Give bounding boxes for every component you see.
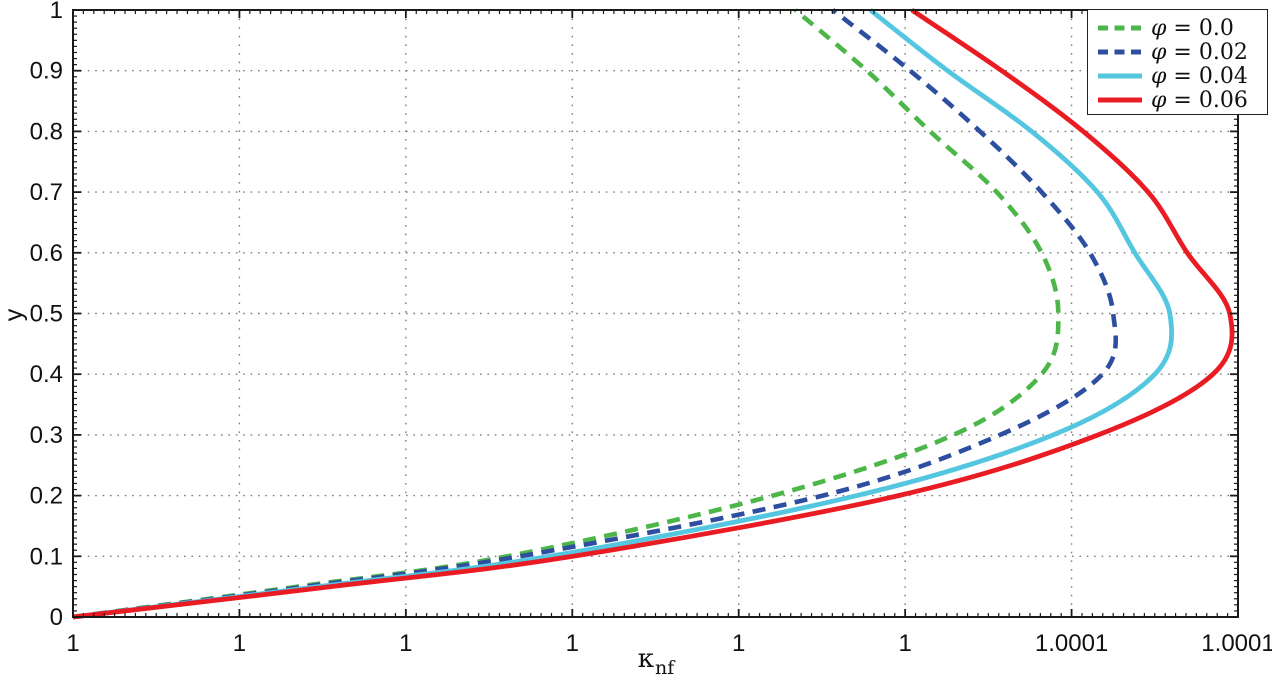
- y-tick-label: 0.1: [30, 543, 63, 570]
- curves: [72, 8, 1235, 620]
- curve-phi-3: [72, 8, 1235, 620]
- legend: φ = 0.0 φ = 0.02 φ = 0.04 φ = 0.06: [1087, 9, 1268, 115]
- y-tick-label: 0.3: [30, 422, 63, 449]
- x-tick-label: 1.0001: [1201, 630, 1272, 657]
- y-tick-label: 0.9: [30, 58, 63, 85]
- legend-item-phi-0.0: φ = 0.0: [1097, 15, 1261, 41]
- x-tick-label: 1: [233, 630, 246, 657]
- x-tick-label: 1.0001: [1035, 630, 1108, 657]
- y-tick-label: 0.6: [30, 240, 63, 267]
- legend-line-icon: [1098, 49, 1142, 55]
- x-axis-label: κnf: [73, 644, 1238, 679]
- kappa-subscript: nf: [654, 657, 675, 679]
- legend-item-label: φ = 0.0: [1151, 15, 1234, 41]
- legend-line-icon: [1098, 25, 1142, 31]
- y-axis-label: y: [0, 308, 28, 322]
- y-tick-label: 1: [50, 0, 63, 24]
- tick-labels: 1 1 1 1 1 1 1.0001 1.0001 0 0.1 0.2 0.3 0.4 0.5 0.6 0.7…: [30, 0, 1272, 657]
- legend-item-phi-0.04: φ = 0.04: [1097, 63, 1261, 89]
- y-tick-label: 0.7: [30, 179, 63, 206]
- x-tick-label: 1: [898, 630, 911, 657]
- x-tick-label: 1: [66, 630, 79, 657]
- y-tick-label: 0.2: [30, 483, 63, 510]
- y-tick-label: 0: [50, 604, 63, 631]
- legend-item-label: φ = 0.04: [1151, 63, 1248, 89]
- legend-line-icon: [1098, 73, 1142, 79]
- legend-item-label: φ = 0.06: [1151, 87, 1248, 113]
- legend-item-phi-0.02: φ = 0.02: [1097, 39, 1261, 65]
- curve-phi-0: [72, 8, 1061, 620]
- x-tick-label: 1: [732, 630, 745, 657]
- y-tick-label: 0.5: [30, 301, 63, 328]
- kappa-symbol: κ: [637, 644, 654, 674]
- legend-item-phi-0.06: φ = 0.06: [1097, 87, 1261, 113]
- x-tick-label: 1: [399, 630, 412, 657]
- x-tick-label: 1: [566, 630, 579, 657]
- legend-line-icon: [1098, 97, 1142, 103]
- y-tick-label: 0.4: [30, 361, 63, 388]
- y-tick-label: 0.8: [30, 118, 63, 145]
- legend-item-label: φ = 0.02: [1151, 39, 1248, 65]
